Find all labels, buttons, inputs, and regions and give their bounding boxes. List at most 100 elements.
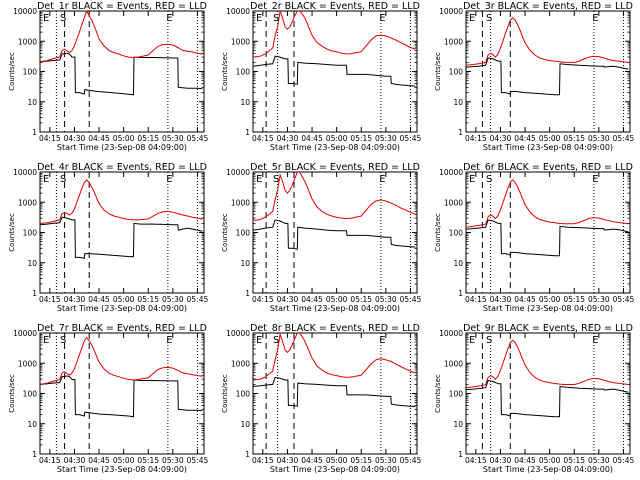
x-tick-label: 05:45 — [400, 134, 422, 143]
interval-marker-S: S — [486, 335, 492, 346]
x-tick-label: 04:30 — [277, 456, 299, 465]
y-tick-label: 1000 — [444, 37, 463, 46]
panel-title: Det_8r BLACK = Events, RED = LLD — [250, 323, 420, 334]
x-tick-label: 05:15 — [563, 456, 585, 465]
x-tick-label: 05:15 — [350, 456, 372, 465]
x-tick-label: 04:45 — [514, 134, 536, 143]
y-tick-label: 1 — [32, 128, 37, 137]
lld-series-line — [253, 11, 416, 58]
interval-marker-E: E — [166, 335, 172, 346]
x-tick-label: 05:45 — [187, 295, 209, 304]
interval-marker-E: E — [256, 174, 262, 185]
interval-marker-E: E — [256, 13, 262, 24]
x-tick-label: 05:30 — [162, 295, 184, 304]
events-series-line — [40, 375, 203, 418]
events-series-line — [466, 219, 629, 257]
x-tick-label: 05:30 — [375, 134, 397, 143]
x-tick-label: 04:45 — [301, 295, 323, 304]
x-tick-label: 04:30 — [64, 295, 86, 304]
x-axis-label: Start Time (23-Sep-08 04:09:00) — [483, 143, 613, 152]
x-axis-label: Start Time (23-Sep-08 04:09:00) — [483, 304, 613, 313]
y-tick-label: 10 — [240, 98, 250, 107]
y-tick-label: 1 — [458, 289, 463, 298]
lld-series-line — [466, 17, 629, 66]
x-tick-label: 04:15 — [252, 456, 274, 465]
y-tick-label: 1 — [245, 128, 250, 137]
x-tick-label: 04:45 — [301, 134, 323, 143]
y-tick-label: 1 — [32, 289, 37, 298]
interval-marker-S: S — [273, 335, 279, 346]
panel-title: Det_3r BLACK = Events, RED = LLD — [463, 1, 633, 12]
y-tick-label: 10 — [453, 98, 463, 107]
lld-series-line — [253, 333, 416, 381]
y-tick-label: 10 — [240, 420, 250, 429]
events-series-line — [253, 55, 416, 87]
panel-det-3: Det_3r BLACK = Events, RED = LLD 1 10 100 10… — [434, 1, 634, 152]
x-tick-label: 05:00 — [539, 295, 561, 304]
events-series-line — [40, 52, 203, 96]
x-axis-label: Start Time (23-Sep-08 04:09:00) — [270, 143, 400, 152]
interval-marker-E: E — [592, 13, 598, 24]
y-tick-label: 10 — [27, 98, 37, 107]
y-tick-label: 10000 — [13, 329, 37, 338]
x-axis-label: Start Time (23-Sep-08 04:09:00) — [57, 465, 187, 474]
y-tick-label: 10 — [27, 259, 37, 268]
panel-title: Det_9r BLACK = Events, RED = LLD — [463, 323, 633, 334]
x-tick-label: 04:15 — [39, 295, 61, 304]
x-tick-label: 05:45 — [400, 456, 422, 465]
panel-title: Det_6r BLACK = Events, RED = LLD — [463, 162, 633, 173]
panel-det-8: Det_8r BLACK = Events, RED = LLD 1 10 100 10… — [221, 323, 421, 474]
x-tick-label: 05:00 — [113, 295, 135, 304]
x-tick-label: 04:15 — [39, 134, 61, 143]
interval-marker-E: E — [256, 335, 262, 346]
y-tick-label: 10 — [27, 420, 37, 429]
interval-marker-S: S — [273, 13, 279, 24]
y-axis-label: Counts/sec — [221, 52, 229, 91]
interval-marker-E: E — [43, 13, 49, 24]
y-axis-label: Counts/sec — [221, 374, 229, 413]
interval-marker-S: S — [60, 13, 66, 24]
x-tick-label: 04:45 — [301, 456, 323, 465]
x-tick-label: 05:45 — [613, 456, 635, 465]
x-tick-label: 05:15 — [137, 456, 159, 465]
y-axis-label: Counts/sec — [8, 213, 16, 252]
x-tick-label: 04:30 — [277, 134, 299, 143]
panel-det-9: Det_9r BLACK = Events, RED = LLD 1 10 100 10… — [434, 323, 634, 474]
panel-title: Det_7r BLACK = Events, RED = LLD — [37, 323, 207, 334]
interval-marker-E: E — [469, 174, 475, 185]
interval-marker-S: S — [60, 174, 66, 185]
y-tick-label: 1 — [245, 289, 250, 298]
x-tick-label: 05:15 — [563, 134, 585, 143]
x-tick-label: 04:45 — [88, 456, 110, 465]
x-tick-label: 05:30 — [588, 134, 610, 143]
y-tick-label: 10000 — [13, 168, 37, 177]
x-tick-label: 05:30 — [162, 134, 184, 143]
y-tick-label: 1000 — [231, 359, 250, 368]
interval-marker-E: E — [592, 335, 598, 346]
panel-det-6: Det_6r BLACK = Events, RED = LLD 1 10 100 10… — [434, 162, 634, 313]
panel-det-7: Det_7r BLACK = Events, RED = LLD 1 10 100 10… — [8, 323, 208, 474]
x-tick-label: 04:30 — [64, 456, 86, 465]
x-tick-label: 04:15 — [465, 134, 487, 143]
panel-det-1: Det_1r BLACK = Events, RED = LLD 1 10 100 10… — [8, 1, 208, 152]
y-tick-label: 1 — [32, 450, 37, 459]
interval-marker-E: E — [469, 13, 475, 24]
x-tick-label: 05:30 — [375, 456, 397, 465]
interval-marker-E: E — [43, 174, 49, 185]
y-tick-label: 1000 — [231, 198, 250, 207]
x-tick-label: 04:15 — [252, 295, 274, 304]
x-tick-label: 04:15 — [252, 134, 274, 143]
interval-marker-S: S — [60, 335, 66, 346]
panel-title: Det_1r BLACK = Events, RED = LLD — [37, 1, 207, 12]
interval-marker-S: S — [486, 13, 492, 24]
x-tick-label: 04:30 — [490, 456, 512, 465]
interval-marker-S: S — [273, 174, 279, 185]
y-tick-label: 10000 — [226, 168, 250, 177]
x-tick-label: 05:15 — [350, 295, 372, 304]
y-tick-label: 10000 — [439, 7, 463, 16]
y-tick-label: 10000 — [13, 7, 37, 16]
panel-det-5: Det_5r BLACK = Events, RED = LLD 1 10 100 10… — [221, 162, 421, 313]
x-tick-label: 04:15 — [39, 456, 61, 465]
interval-marker-E: E — [469, 335, 475, 346]
y-tick-label: 100 — [449, 229, 464, 238]
